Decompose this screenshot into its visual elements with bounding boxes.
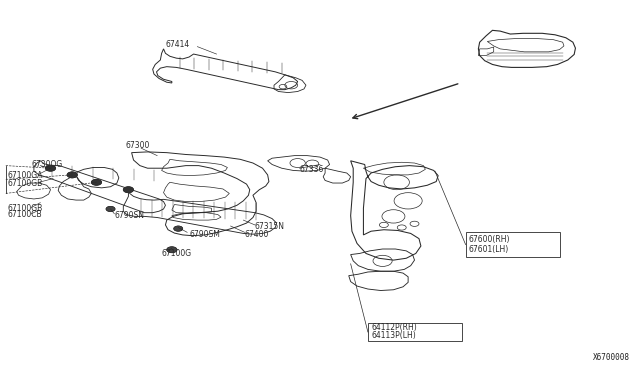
- Circle shape: [173, 226, 182, 231]
- Circle shape: [92, 179, 102, 185]
- Circle shape: [124, 187, 134, 193]
- Text: 64112P(RH): 64112P(RH): [371, 323, 417, 333]
- Circle shape: [124, 187, 134, 193]
- Text: 67300: 67300: [125, 141, 150, 151]
- Circle shape: [167, 247, 177, 253]
- Text: 67100GB: 67100GB: [7, 204, 42, 213]
- Text: 64113P(LH): 64113P(LH): [371, 331, 416, 340]
- Text: 67100GB: 67100GB: [7, 179, 42, 187]
- Text: X6700008: X6700008: [593, 353, 630, 362]
- Circle shape: [45, 165, 56, 171]
- Text: 67600(RH): 67600(RH): [468, 235, 510, 244]
- Circle shape: [67, 172, 77, 178]
- Text: 67100CB: 67100CB: [7, 211, 42, 219]
- Text: 67414: 67414: [166, 40, 189, 49]
- Text: 6730OG: 6730OG: [31, 160, 63, 169]
- Text: 67315N: 67315N: [255, 221, 285, 231]
- Circle shape: [167, 247, 177, 253]
- Circle shape: [92, 179, 102, 185]
- Bar: [368, 323, 463, 341]
- Circle shape: [173, 226, 182, 231]
- Bar: [466, 232, 560, 257]
- Circle shape: [45, 165, 56, 171]
- Text: 67100GA: 67100GA: [7, 171, 42, 180]
- Text: 67336: 67336: [300, 165, 324, 174]
- Circle shape: [106, 206, 115, 212]
- Text: 67400: 67400: [244, 230, 269, 239]
- Text: 6790SM: 6790SM: [189, 230, 220, 239]
- Circle shape: [67, 172, 77, 178]
- Circle shape: [106, 206, 115, 212]
- Text: 67100G: 67100G: [162, 249, 192, 258]
- Text: 6790SN: 6790SN: [115, 211, 145, 220]
- Text: 67601(LH): 67601(LH): [468, 245, 509, 254]
